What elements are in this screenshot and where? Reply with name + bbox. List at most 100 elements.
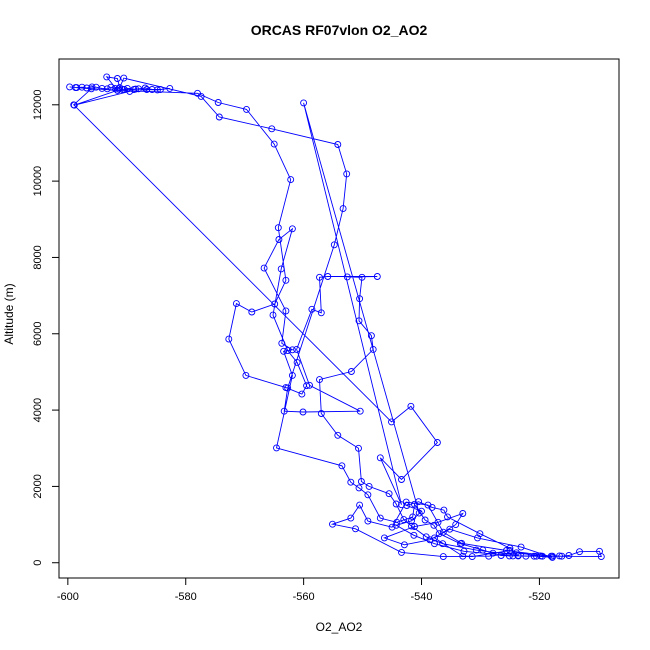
x-axis-label: O2_AO2	[316, 620, 363, 634]
data-point	[452, 521, 460, 529]
data-point	[505, 552, 513, 560]
data-point	[388, 523, 396, 531]
y-tick-label: 12000	[32, 89, 44, 120]
data-point	[502, 547, 510, 554]
data-point	[270, 140, 278, 148]
data-point	[242, 371, 250, 379]
data-point	[288, 371, 296, 379]
data-point	[107, 83, 115, 91]
data-point	[385, 490, 393, 498]
data-point	[517, 543, 525, 551]
data-point	[415, 498, 423, 506]
data-point	[410, 531, 418, 539]
data-point	[284, 384, 292, 392]
data-point	[537, 552, 545, 560]
data-point	[72, 84, 79, 92]
data-point	[444, 513, 451, 521]
data-point	[392, 500, 400, 508]
y-tick-label: 4000	[32, 398, 44, 422]
data-point	[356, 295, 364, 303]
data-point	[113, 86, 121, 94]
data-point	[280, 347, 288, 355]
data-point	[300, 99, 308, 107]
data-point	[398, 476, 405, 483]
data-point	[355, 484, 363, 492]
data-point	[364, 517, 372, 525]
series-points	[66, 73, 605, 561]
data-point	[274, 224, 282, 232]
data-point	[98, 84, 106, 92]
chart-title: ORCAS RF07vlon O2_AO2	[251, 22, 428, 38]
data-point	[232, 300, 240, 308]
data-point	[316, 376, 323, 384]
data-point	[439, 553, 447, 561]
data-point	[506, 547, 514, 554]
data-point	[334, 141, 342, 148]
data-point	[269, 311, 277, 319]
data-point	[347, 514, 355, 522]
data-point	[343, 273, 351, 281]
data-point	[282, 276, 290, 284]
x-axis: -600 -580 -560 -540 -520	[57, 577, 550, 603]
plot-frame	[58, 58, 620, 579]
y-tick-label: 2000	[32, 474, 44, 498]
data-point	[358, 273, 366, 281]
x-tick-label: -580	[175, 591, 197, 603]
data-point	[364, 491, 372, 499]
y-tick-label: 0	[32, 560, 44, 566]
y-axis: 0 2000 4000 6000 8000 10000 12000	[32, 89, 60, 566]
data-point	[132, 85, 140, 93]
data-point	[468, 553, 476, 561]
data-point	[497, 552, 505, 559]
data-point	[400, 516, 408, 524]
x-tick-label: -520	[528, 591, 550, 603]
x-tick-label: -540	[411, 591, 433, 603]
data-point	[87, 85, 95, 93]
data-point	[278, 339, 286, 347]
data-point	[398, 501, 405, 509]
data-point	[78, 83, 86, 91]
data-point	[355, 444, 362, 452]
data-point	[303, 382, 311, 390]
y-axis-label: Altitude (m)	[2, 283, 16, 344]
data-point	[268, 125, 276, 133]
data-point	[156, 86, 164, 93]
data-point	[472, 546, 480, 554]
data-point	[398, 548, 405, 556]
data-point	[329, 520, 336, 528]
data-point	[324, 273, 332, 280]
data-point	[166, 84, 174, 92]
data-point	[126, 87, 134, 95]
data-point	[439, 528, 447, 536]
data-point	[214, 99, 222, 106]
data-point	[376, 454, 384, 462]
data-point	[243, 105, 250, 113]
data-point	[459, 552, 467, 560]
y-tick-label: 6000	[32, 322, 44, 346]
data-point	[565, 552, 573, 559]
data-point	[411, 523, 418, 530]
data-point	[277, 265, 285, 273]
data-point	[408, 517, 415, 525]
data-point	[352, 525, 359, 533]
x-tick-label: -560	[293, 591, 315, 603]
data-point	[83, 84, 91, 92]
data-point	[458, 539, 466, 547]
data-point	[407, 402, 415, 410]
data-point	[459, 510, 467, 517]
x-tick-label: -600	[57, 591, 79, 603]
data-point	[316, 273, 323, 281]
data-point	[376, 514, 384, 522]
data-point	[408, 522, 415, 530]
data-point	[439, 540, 447, 548]
data-point	[143, 86, 151, 93]
data-point	[400, 541, 408, 549]
data-point	[433, 439, 441, 446]
data-point	[248, 308, 256, 316]
data-point	[330, 241, 338, 249]
y-tick-label: 10000	[32, 166, 44, 197]
data-point	[597, 553, 605, 561]
data-point	[388, 418, 395, 426]
data-point	[424, 501, 432, 509]
series-lines	[69, 76, 602, 558]
